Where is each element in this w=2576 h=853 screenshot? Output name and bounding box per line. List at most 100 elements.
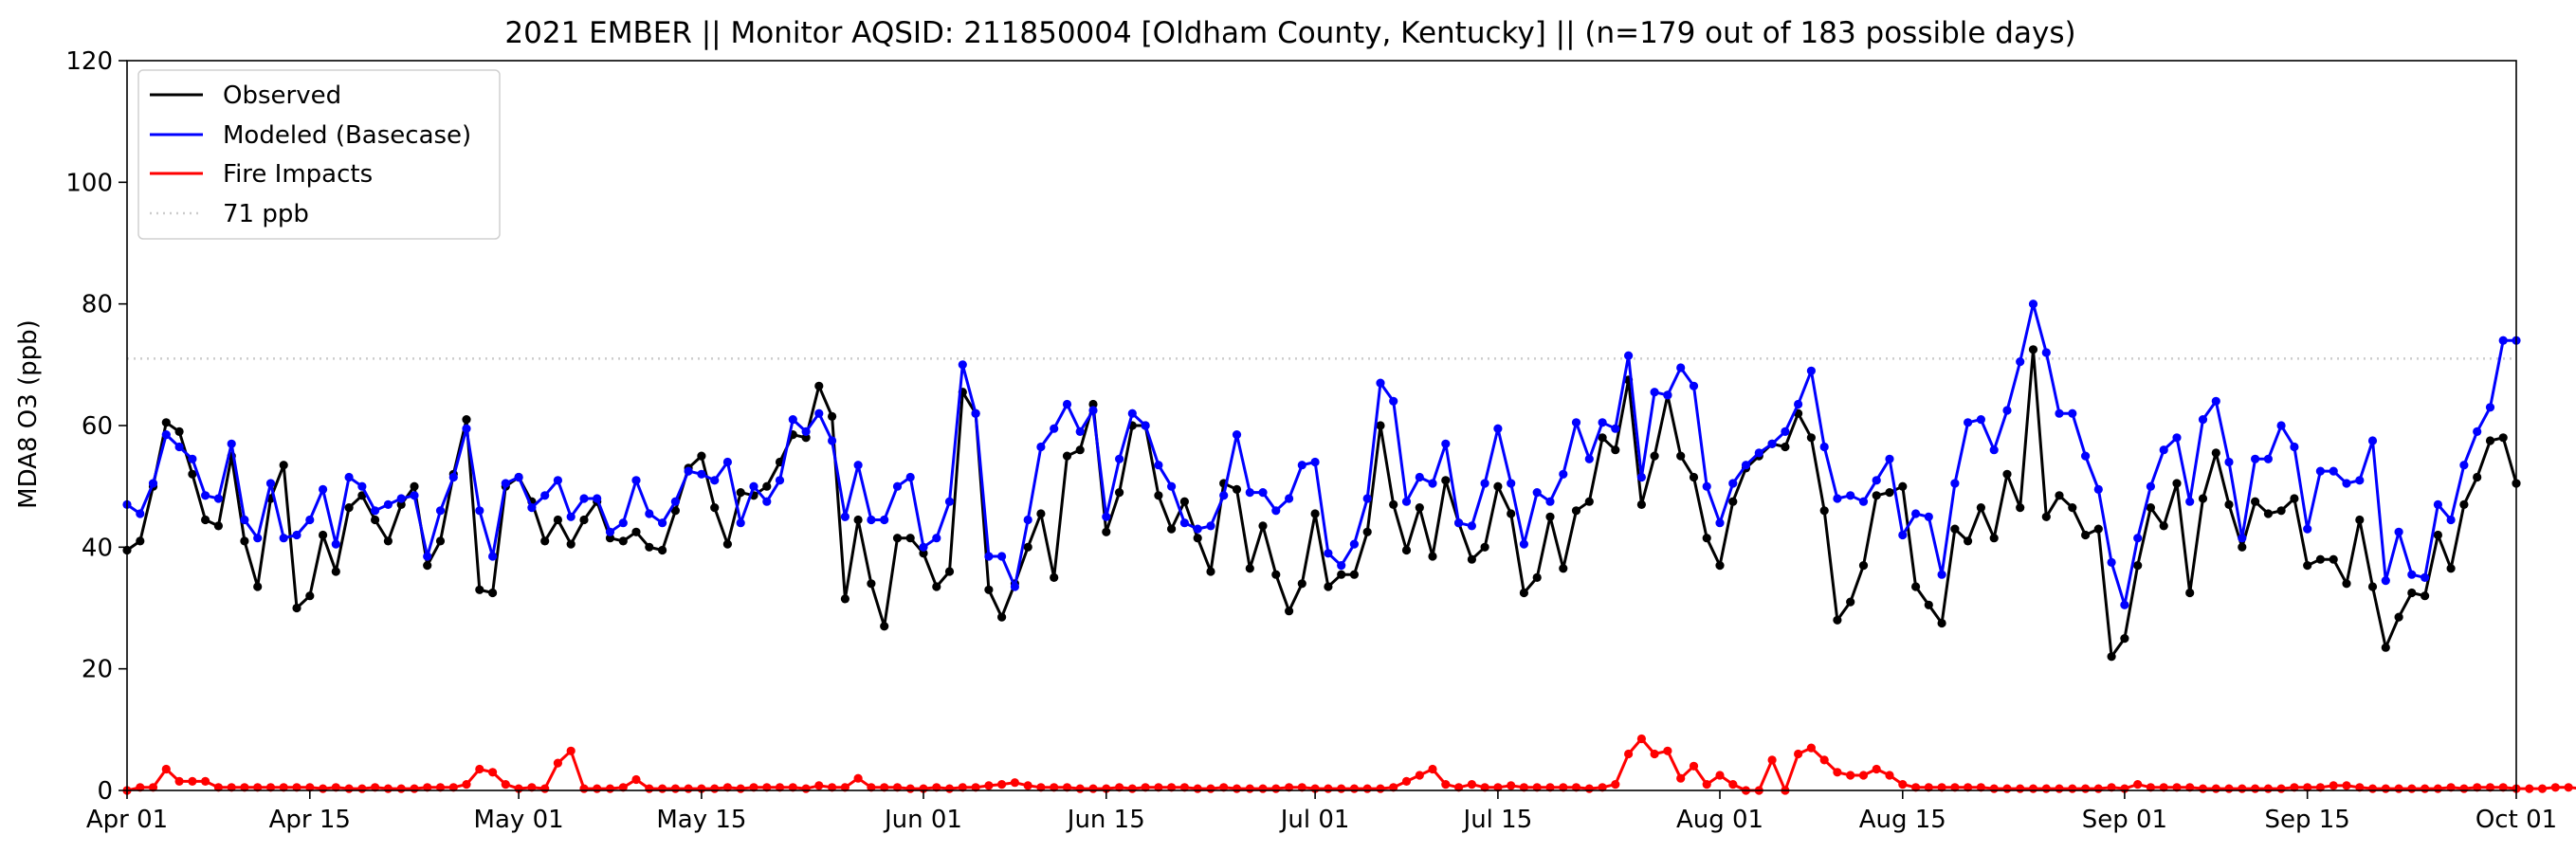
data-point [1349, 539, 1359, 549]
data-point [1689, 761, 1699, 771]
data-point [161, 764, 171, 774]
x-tick-label: Jul 01 [1279, 806, 1350, 834]
data-point [2550, 783, 2560, 792]
data-point [605, 784, 615, 793]
data-point [1937, 783, 1946, 792]
data-point [1872, 491, 1881, 500]
data-point [1154, 783, 1163, 792]
data-point [213, 783, 223, 792]
data-point [2251, 784, 2260, 793]
data-point [1819, 506, 1829, 516]
data-point [1467, 554, 1476, 564]
data-point [1036, 442, 1046, 452]
data-point [2303, 783, 2312, 792]
data-point [1271, 506, 1281, 516]
data-point [2120, 634, 2129, 644]
data-point [1376, 421, 1385, 430]
data-point [240, 536, 249, 546]
chart-title: 2021 EMBER || Monitor AQSID: 211850004 [… [504, 16, 2075, 50]
data-point [1937, 570, 1946, 579]
data-point [828, 436, 837, 445]
x-tick-label: Apr 15 [269, 806, 351, 834]
legend-label-reference: 71 ppb [223, 200, 309, 228]
data-point [371, 783, 380, 792]
data-point [1206, 784, 1215, 793]
data-point [840, 783, 850, 792]
data-point [2224, 784, 2234, 793]
data-point [1062, 399, 1072, 409]
data-point [1493, 424, 1503, 433]
data-point [1324, 784, 1333, 793]
data-point [919, 549, 928, 558]
data-point [1924, 783, 1933, 792]
data-point [1624, 351, 1634, 360]
data-point [1571, 418, 1581, 427]
data-point [319, 530, 328, 540]
data-point [1193, 524, 1202, 534]
data-point [1324, 582, 1333, 591]
data-point [1964, 418, 1973, 427]
data-point [853, 461, 863, 470]
data-point [2016, 503, 2025, 513]
data-point [1846, 491, 1855, 500]
data-point [161, 430, 171, 440]
data-point [344, 503, 354, 513]
data-point [1493, 481, 1503, 491]
data-point [1872, 476, 1881, 485]
data-point [383, 536, 393, 546]
data-point [1467, 780, 1476, 789]
data-point [1219, 491, 1229, 500]
data-point [1898, 481, 1908, 491]
data-point [188, 454, 197, 463]
data-point [2315, 783, 2325, 792]
data-point [1441, 476, 1451, 485]
data-point [1050, 572, 1059, 583]
y-tick-label: 60 [82, 412, 113, 441]
data-point [1507, 781, 1516, 790]
x-tick-label: Apr 01 [86, 806, 168, 834]
data-point [2394, 527, 2403, 536]
data-point [2185, 783, 2195, 792]
data-point [867, 579, 876, 589]
data-point [240, 783, 249, 792]
data-point [2055, 784, 2064, 793]
data-point [213, 494, 223, 503]
data-point [1050, 424, 1059, 433]
data-point [2224, 457, 2234, 467]
data-point [2211, 396, 2220, 406]
data-point [2093, 784, 2103, 793]
data-point [1911, 509, 1921, 518]
data-point [1362, 784, 1372, 793]
data-point [396, 499, 406, 510]
data-point [383, 784, 393, 793]
data-point [814, 381, 824, 390]
data-point [2290, 783, 2299, 792]
data-point [1937, 618, 1946, 628]
data-point [188, 469, 197, 479]
data-point [1611, 780, 1620, 789]
data-point [1728, 497, 1738, 506]
data-point [1154, 491, 1163, 500]
data-point [1833, 615, 1842, 625]
data-point [1819, 442, 1829, 452]
data-point [2263, 454, 2273, 463]
data-point [1676, 363, 1686, 372]
data-point [1885, 488, 1894, 498]
data-point [1676, 451, 1686, 461]
data-point [1232, 484, 1242, 494]
data-point [1376, 378, 1385, 388]
data-point [2133, 534, 2143, 543]
data-point [775, 783, 785, 792]
data-point [501, 479, 510, 488]
data-point [1010, 778, 1019, 788]
data-point [2446, 783, 2456, 792]
data-point [1036, 509, 1046, 518]
data-point [344, 472, 354, 482]
data-point [1480, 479, 1489, 488]
data-point [1545, 512, 1555, 521]
data-point [1441, 439, 1451, 448]
data-point [1507, 479, 1516, 488]
data-point [2120, 600, 2129, 609]
data-point [658, 545, 667, 555]
data-point [2198, 415, 2208, 425]
